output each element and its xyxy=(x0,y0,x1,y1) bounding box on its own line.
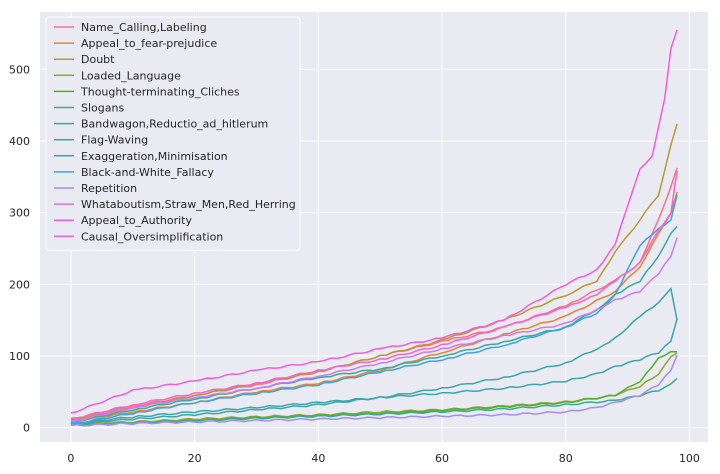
legend-label: Bandwagon,Reductio_ad_hitlerum xyxy=(81,118,268,131)
series-lines xyxy=(70,29,678,427)
legend: Name_Calling,Labeling Appeal_to_fear-prej… xyxy=(45,16,301,251)
legend-label: Whataboutism,Straw_Men,Red_Herring xyxy=(81,198,296,211)
series-line-6 xyxy=(70,225,678,422)
y-tick-label: 200 xyxy=(9,278,30,291)
x-tick-label: 60 xyxy=(435,452,449,465)
series-line-2 xyxy=(70,123,678,421)
x-tick-label: 0 xyxy=(67,452,74,465)
tick-labels: 0 20 40 60 80 100 0 100 200 300 400 500 xyxy=(9,63,700,465)
series-line-9 xyxy=(70,194,678,425)
legend-label: Appeal_to_Authority xyxy=(81,214,193,227)
series-line-5 xyxy=(70,377,678,426)
legend-label: Black-and-White_Fallacy xyxy=(81,166,214,179)
legend-label: Name_Calling,Labeling xyxy=(81,21,207,34)
y-tick-label: 400 xyxy=(9,135,30,148)
series-line-11 xyxy=(70,237,678,422)
y-tick-label: 0 xyxy=(23,422,30,435)
y-tick-label: 300 xyxy=(9,207,30,220)
legend-label: Appeal_to_fear-prejudice xyxy=(81,37,217,50)
legend-label: Slogans xyxy=(81,102,124,115)
legend-label: Flag-Waving xyxy=(81,134,148,147)
legend-box xyxy=(45,16,301,251)
legend-label: Exaggeration,Minimisation xyxy=(81,150,228,163)
legend-label: Loaded_Language xyxy=(81,69,181,82)
legend-label: Repetition xyxy=(81,182,137,195)
x-tick-label: 100 xyxy=(679,452,700,465)
legend-label: Causal_Oversimplification xyxy=(81,230,223,243)
series-line-12 xyxy=(70,29,678,414)
series-line-10 xyxy=(70,354,678,427)
series-line-8 xyxy=(70,318,678,424)
y-tick-label: 500 xyxy=(9,63,30,76)
legend-label: Thought-terminating_Cliches xyxy=(80,85,240,98)
y-tick-label: 100 xyxy=(9,350,30,363)
x-tick-label: 20 xyxy=(188,452,202,465)
series-line-13 xyxy=(70,170,678,419)
legend-label: Doubt xyxy=(81,53,115,66)
x-tick-label: 80 xyxy=(559,452,573,465)
x-tick-label: 40 xyxy=(311,452,325,465)
